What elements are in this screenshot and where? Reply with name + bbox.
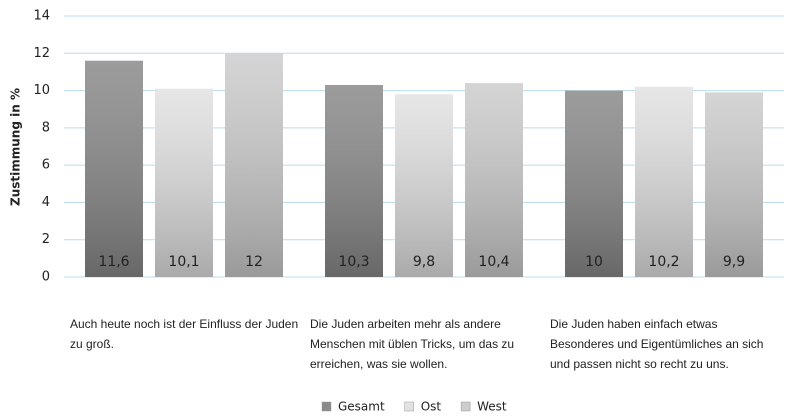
- y-tick-label: 0: [42, 270, 50, 285]
- legend-label: Ost: [421, 400, 442, 414]
- bar: [465, 83, 523, 277]
- legend-swatch: [321, 401, 332, 412]
- legend-swatch: [460, 401, 471, 412]
- y-tick-label: 8: [42, 120, 50, 135]
- x-tick-label: Die Juden haben einfach etwas Besonderes…: [550, 317, 764, 371]
- value-label: 12: [245, 254, 263, 270]
- y-tick-label: 12: [33, 46, 50, 61]
- bar: [705, 92, 763, 277]
- legend-label: West: [477, 400, 507, 414]
- bar: [565, 90, 623, 277]
- value-label: 10: [585, 254, 603, 270]
- y-tick-label: 2: [42, 232, 50, 247]
- value-label: 9,9: [723, 254, 745, 270]
- bar: [225, 53, 283, 278]
- y-tick-label: 10: [33, 83, 50, 98]
- x-tick-label: Auch heute noch ist der Einfluss der Jud…: [70, 317, 299, 351]
- y-tick-label: 6: [42, 158, 50, 173]
- y-tick-label: 4: [42, 195, 50, 210]
- bar: [635, 86, 693, 277]
- value-label: 11,6: [98, 254, 129, 270]
- legend-label: Gesamt: [338, 400, 385, 414]
- y-tick-label: 14: [33, 9, 50, 24]
- legend-swatch: [404, 401, 414, 412]
- bar: [395, 94, 453, 277]
- bar: [325, 84, 383, 277]
- y-axis-label: Zustimmung in %: [9, 88, 23, 206]
- bar: [85, 60, 143, 277]
- value-label: 10,2: [648, 254, 679, 270]
- bar: [155, 88, 213, 277]
- value-label: 10,1: [168, 254, 199, 270]
- value-label: 10,3: [338, 254, 369, 270]
- x-tick-label: Die Juden arbeiten mehr als andere Mensc…: [310, 317, 515, 371]
- value-label: 9,8: [413, 254, 435, 270]
- value-label: 10,4: [478, 254, 509, 270]
